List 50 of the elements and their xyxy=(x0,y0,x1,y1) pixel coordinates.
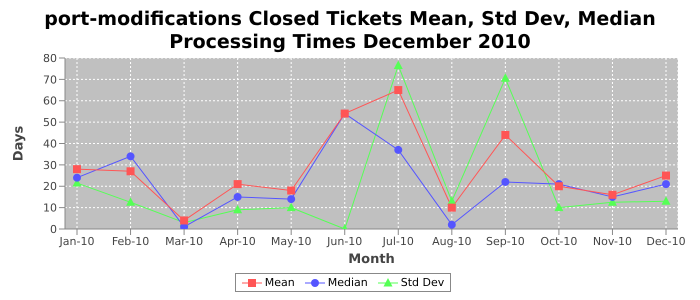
x-axis-title: Month xyxy=(348,252,395,267)
x-tick-label: May-10 xyxy=(270,234,312,248)
x-tick-label: Apr-10 xyxy=(219,234,256,248)
y-tick-label: 80 xyxy=(43,52,57,65)
point xyxy=(73,174,81,182)
point xyxy=(394,146,402,154)
point xyxy=(501,178,510,186)
point xyxy=(126,197,136,206)
point xyxy=(394,60,403,69)
y-tick-label: 10 xyxy=(43,202,57,215)
point xyxy=(233,204,242,214)
point xyxy=(662,180,670,188)
y-tick-label: 0 xyxy=(50,222,57,236)
legend-label: Mean xyxy=(264,276,295,289)
x-tick-label: Jul-10 xyxy=(382,234,414,248)
point xyxy=(234,180,242,188)
chart-title: port-modifications Closed Tickets Mean, Std Dev, Median Processing Times December 2010 xyxy=(44,8,656,53)
y-tick-label: 60 xyxy=(43,94,57,108)
legend-label: Median xyxy=(326,276,368,289)
x-tick-label: Jun-10 xyxy=(326,234,362,248)
point xyxy=(287,195,296,204)
x-tick-label: Dec-10 xyxy=(646,234,686,248)
x-tick-label: Feb-10 xyxy=(112,234,150,248)
point xyxy=(554,202,564,212)
point xyxy=(394,86,402,94)
x-tick-label: Sep-10 xyxy=(486,234,525,248)
y-tick-label: 50 xyxy=(43,116,57,130)
y-tick-label: 40 xyxy=(43,137,57,150)
point xyxy=(448,204,456,212)
point xyxy=(126,152,135,160)
x-tick-label: Mar-10 xyxy=(165,234,204,248)
point xyxy=(500,73,510,82)
legend-label: Std Dev xyxy=(400,276,444,289)
point xyxy=(234,192,242,201)
point xyxy=(73,165,81,174)
y-tick-label: 30 xyxy=(43,158,57,172)
point xyxy=(126,167,135,176)
x-tick-label: Jan-10 xyxy=(58,234,94,248)
point xyxy=(287,186,296,195)
y-axis-title: Days xyxy=(12,126,27,162)
point xyxy=(286,202,296,212)
x-tick-label: Oct-10 xyxy=(540,234,578,248)
point xyxy=(501,130,510,139)
point xyxy=(662,172,670,180)
x-tick-label: Aug-10 xyxy=(432,234,472,248)
point xyxy=(448,220,456,229)
x-tick-label: Nov-10 xyxy=(592,234,632,248)
point xyxy=(662,196,670,205)
y-tick-label: 70 xyxy=(43,73,57,86)
y-tick-label: 20 xyxy=(43,180,57,194)
